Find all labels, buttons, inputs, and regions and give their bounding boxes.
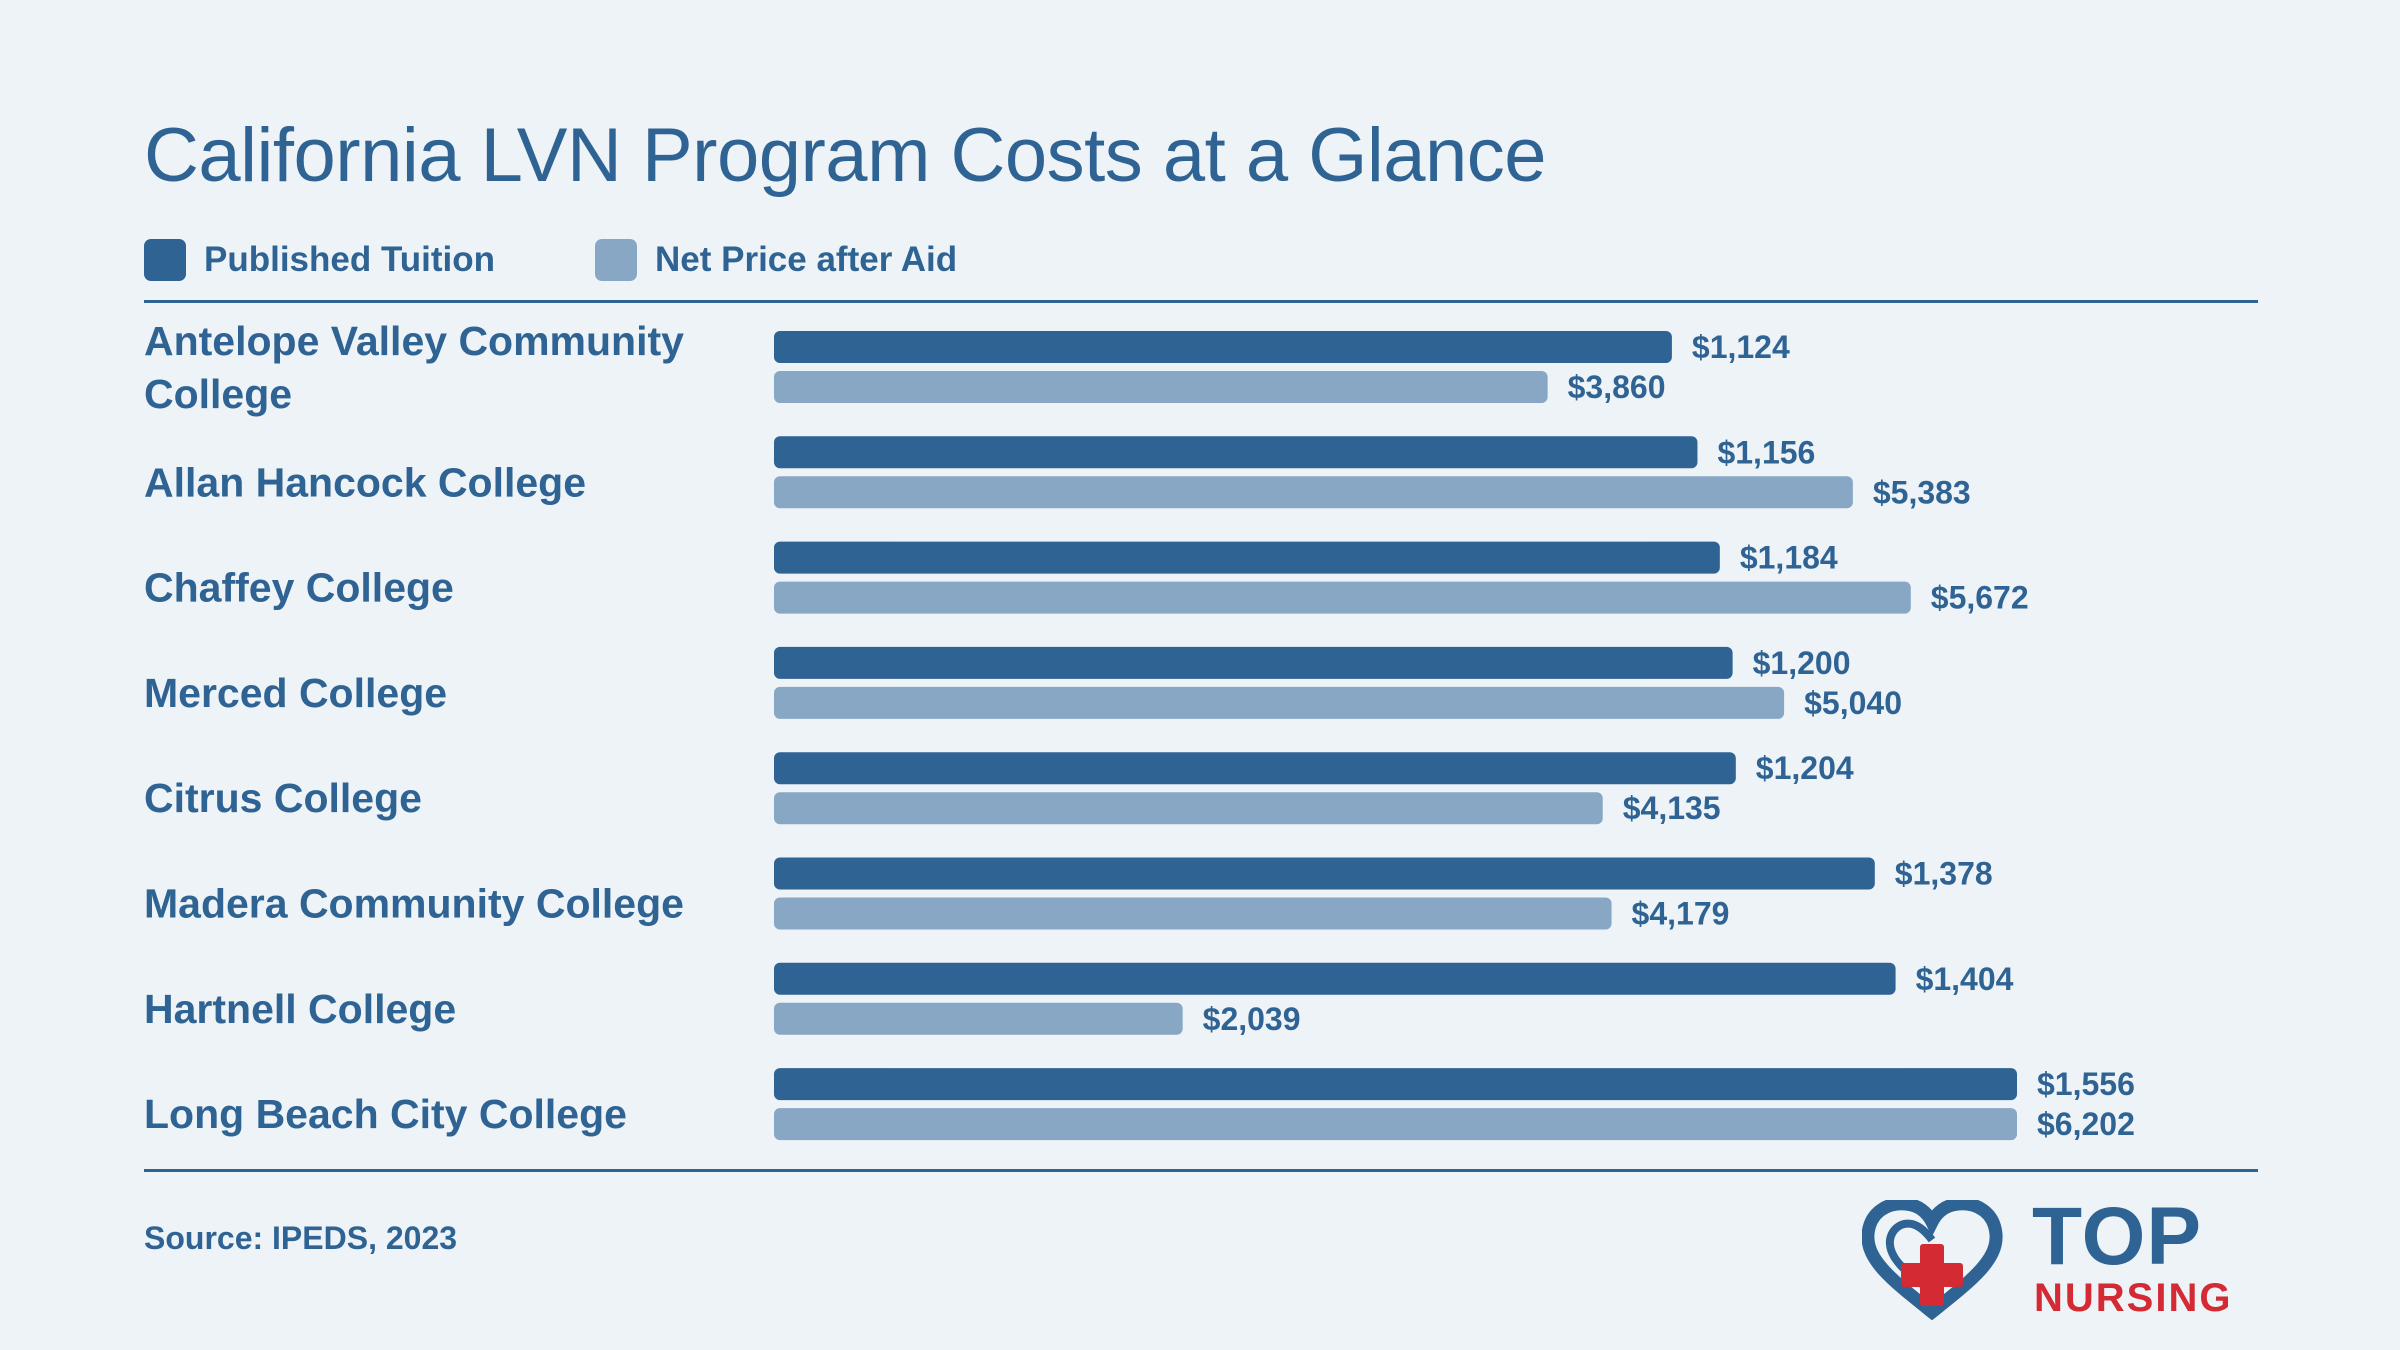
heart-cross-icon [1862,1200,2003,1320]
chart-title: California LVN Program Costs at a Glance [144,113,1547,198]
value-label-net-price-after-aid-antelope-valley-community-college: $3,860 [1568,369,1666,405]
category-label-citrus-college: Citrus College [144,775,422,821]
category-label-allan-hancock-college: Allan Hancock College [144,459,586,505]
source-note: Source: IPEDS, 2023 [144,1220,458,1256]
legend-item-net-price: Net Price after Aid [595,236,957,284]
logo-wordmark-nursing: NURSING [2034,1276,2233,1320]
bar-net-price-after-aid-chaffey-college [774,581,1911,614]
category-label-long-beach-city-college: Long Beach City College [144,1091,627,1137]
logo-wordmark-top: TOP [2032,1191,2203,1282]
value-label-net-price-after-aid-long-beach-city-college: $6,202 [2037,1106,2135,1142]
category-label-hartnell-college: Hartnell College [144,986,456,1032]
bar-published-tuition-long-beach-city-college [774,1068,2017,1101]
value-label-net-price-after-aid-madera-community-college: $4,179 [1632,896,1730,932]
bar-net-price-after-aid-madera-community-college [774,897,1612,930]
bar-net-price-after-aid-hartnell-college [774,1002,1183,1035]
bar-net-price-after-aid-allan-hancock-college [774,476,1853,509]
legend-label-published-tuition: Published Tuition [204,240,495,279]
bar-published-tuition-antelope-valley-community-college [774,331,1672,363]
legend-swatch-published-tuition [144,239,186,281]
value-label-net-price-after-aid-allan-hancock-college: $5,383 [1873,474,1971,510]
value-label-net-price-after-aid-citrus-college: $4,135 [1623,790,1721,826]
bar-net-price-after-aid-long-beach-city-college [774,1108,2017,1141]
value-label-net-price-after-aid-merced-college: $5,040 [1804,685,1902,721]
value-label-net-price-after-aid-chaffey-college: $5,672 [1931,580,2029,616]
category-label-chaffey-college: Chaffey College [144,565,454,611]
value-label-net-price-after-aid-hartnell-college: $2,039 [1203,1001,1301,1037]
top-divider [144,300,2258,303]
bar-published-tuition-citrus-college [774,752,1736,785]
bar-published-tuition-chaffey-college [774,541,1720,574]
value-label-published-tuition-citrus-college: $1,204 [1756,750,1854,786]
value-label-published-tuition-madera-community-college: $1,378 [1895,856,1993,892]
value-label-published-tuition-hartnell-college: $1,404 [1916,961,2014,997]
legend-label-net-price: Net Price after Aid [655,240,958,279]
value-label-published-tuition-chaffey-college: $1,184 [1740,540,1838,576]
bottom-divider [144,1169,2258,1172]
bar-net-price-after-aid-citrus-college [774,792,1603,825]
legend-swatch-net-price [595,239,637,281]
legend-item-published-tuition: Published Tuition [144,236,495,284]
bar-published-tuition-merced-college [774,646,1733,679]
bar-net-price-after-aid-antelope-valley-community-college [774,371,1548,403]
bar-published-tuition-hartnell-college [774,962,1896,995]
top-nursing-logo: TOP NURSING [1862,1196,2262,1320]
category-label-madera-community-college: Madera Community College [144,881,684,927]
bar-net-price-after-aid-merced-college [774,686,1785,719]
value-label-published-tuition-allan-hancock-college: $1,156 [1717,434,1815,470]
value-label-published-tuition-long-beach-city-college: $1,556 [2037,1066,2135,1102]
value-label-published-tuition-merced-college: $1,200 [1753,645,1851,681]
bar-published-tuition-madera-community-college [774,857,1875,890]
category-label-antelope-valley-community-college: Antelope Valley Community College [144,318,684,417]
bar-published-tuition-allan-hancock-college [774,436,1698,469]
value-label-published-tuition-antelope-valley-community-college: $1,124 [1692,329,1790,365]
category-label-merced-college: Merced College [144,670,447,716]
